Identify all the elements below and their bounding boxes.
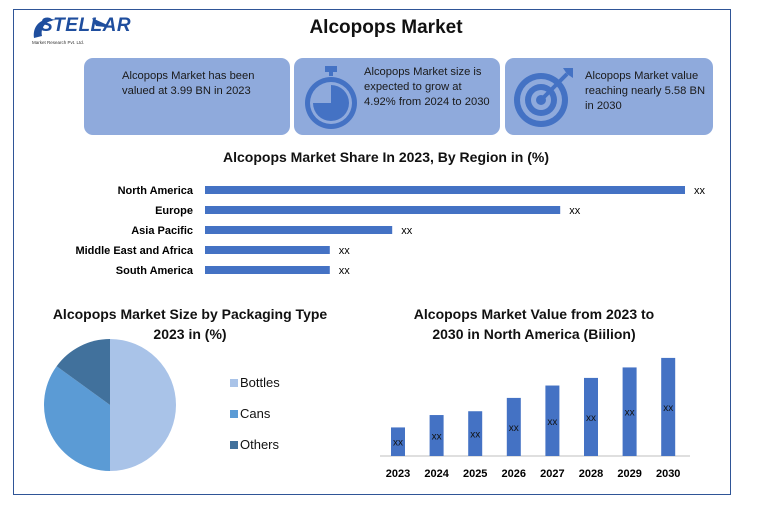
infographic-frame bbox=[13, 9, 731, 495]
data-label: xx bbox=[401, 225, 413, 237]
region-bar-chart: North America xx Europe xx Asia Pacific xx Mid… bbox=[75, 185, 706, 277]
value-bar bbox=[468, 411, 483, 456]
value-bar bbox=[661, 357, 676, 456]
region-bar bbox=[205, 226, 393, 234]
data-label: xx bbox=[625, 408, 635, 419]
page-title: Alcopops Market bbox=[309, 17, 463, 38]
year-label: 2030 bbox=[656, 468, 680, 480]
region-label: Middle East and Africa bbox=[75, 245, 193, 257]
pie-slice bbox=[110, 339, 176, 471]
info-card-valuation: Alcopops Market has been valued at 3.99 … bbox=[84, 58, 290, 135]
value-column-chart: xx 2023 xx 2024 xx 2025 xx 2026 xx 2027 xx 2028 xx 20… bbox=[380, 357, 690, 480]
card-text: Alcopops Market size is expected to grow… bbox=[364, 66, 490, 108]
legend-label: Cans bbox=[240, 406, 271, 421]
target-icon bbox=[514, 68, 573, 127]
data-label: xx bbox=[663, 403, 673, 414]
legend-swatch bbox=[230, 379, 238, 387]
info-card-growth: Alcopops Market size is expected to grow… bbox=[294, 58, 500, 135]
legend-label: Others bbox=[240, 437, 280, 452]
data-label: xx bbox=[694, 185, 706, 197]
region-label: Europe bbox=[155, 205, 193, 217]
year-label: 2026 bbox=[502, 468, 526, 480]
region-bar bbox=[205, 206, 561, 214]
data-label: xx bbox=[586, 413, 596, 424]
pie-slice bbox=[56, 339, 110, 405]
legend-label: Bottles bbox=[240, 375, 280, 390]
year-label: 2023 bbox=[386, 468, 410, 480]
value-bar bbox=[429, 415, 444, 456]
pie-chart-title: Alcopops Market Size by Packaging Type 2… bbox=[52, 306, 328, 342]
year-label: 2029 bbox=[617, 468, 641, 480]
region-bar bbox=[205, 186, 685, 194]
brand-name: STELLAR bbox=[40, 15, 132, 36]
value-bar bbox=[584, 377, 598, 456]
region-chart-title: Alcopops Market Share In 2023, By Region… bbox=[223, 149, 549, 165]
value-bar bbox=[545, 385, 560, 456]
data-label: xx bbox=[569, 205, 581, 217]
data-label: xx bbox=[339, 265, 351, 277]
legend-swatch bbox=[230, 410, 238, 418]
data-label: xx bbox=[393, 438, 403, 449]
region-label: North America bbox=[118, 185, 194, 197]
stellar-logo-icon bbox=[33, 18, 114, 38]
region-label: South America bbox=[116, 265, 194, 277]
value-bar bbox=[506, 397, 521, 456]
brand-tagline: Market Research Pvt. Ltd. bbox=[32, 40, 85, 45]
year-label: 2025 bbox=[463, 468, 487, 480]
region-bar bbox=[205, 246, 330, 254]
year-label: 2024 bbox=[424, 468, 449, 480]
data-label: xx bbox=[509, 423, 519, 434]
card-text: Alcopops Market has been valued at 3.99 … bbox=[122, 70, 255, 97]
value-bar bbox=[391, 427, 405, 456]
card-text: Alcopops Market value reaching nearly 5.… bbox=[585, 70, 706, 112]
info-card-forecast: Alcopops Market value reaching nearly 5.… bbox=[505, 58, 713, 135]
data-label: xx bbox=[470, 430, 480, 441]
value-bar bbox=[622, 367, 637, 456]
year-label: 2028 bbox=[579, 468, 603, 480]
pie-slice bbox=[43, 366, 110, 471]
data-label: xx bbox=[547, 417, 557, 428]
stopwatch-icon bbox=[305, 66, 357, 129]
data-label: xx bbox=[432, 432, 442, 443]
region-label: Asia Pacific bbox=[131, 225, 193, 237]
data-label: xx bbox=[339, 245, 351, 257]
value-chart-title: Alcopops Market Value from 2023 to 2030 … bbox=[413, 306, 655, 342]
packaging-pie-chart bbox=[43, 339, 176, 471]
legend-swatch bbox=[230, 441, 238, 449]
region-bar bbox=[205, 266, 330, 274]
year-label: 2027 bbox=[540, 468, 564, 480]
